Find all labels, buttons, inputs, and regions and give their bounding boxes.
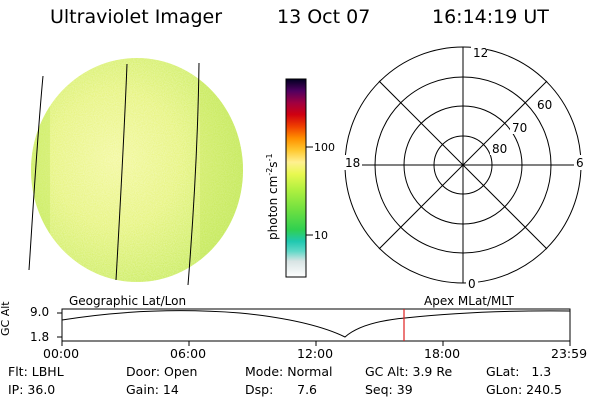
mlt-label-18: 18	[345, 156, 360, 170]
filter-info: Flt: LBHL	[8, 364, 64, 379]
colorbar-units-label: photon cm-2s-1	[265, 153, 280, 240]
time-tick-1200: 12:00	[297, 346, 334, 361]
altitude-curve	[61, 310, 571, 338]
seq-info: Seq: 39	[365, 382, 413, 397]
time-tick-1800: 18:00	[424, 346, 461, 361]
mode-info: Mode: Normal	[245, 364, 333, 379]
gc-alt-info: GC Alt: 3.9 Re	[365, 364, 453, 379]
earth-disk-image	[28, 58, 243, 286]
time-tick-0000: 00:00	[43, 346, 80, 361]
mlat-label-60: 60	[537, 98, 552, 112]
geo-longitude-line	[115, 63, 128, 281]
mlt-label-12: 12	[473, 46, 488, 60]
polar-grid	[344, 46, 582, 284]
image-date: 13 Oct 07	[277, 6, 371, 28]
alt-axis-min: 1.8	[30, 330, 50, 344]
door-info: Door: Open	[126, 364, 198, 379]
geo-longitude-line	[187, 62, 200, 286]
colorbar-tick-label: 10	[314, 229, 328, 242]
glon-info: GLon: 240.5	[486, 382, 562, 397]
mlat-label-70: 70	[512, 121, 527, 135]
apex-grid-label: Apex MLat/MLT	[424, 294, 514, 308]
alt-axis-max: 9.0	[30, 305, 50, 319]
mlt-label-6: 6	[576, 156, 584, 170]
mlat-label-80: 80	[492, 142, 507, 156]
gc-alt-axis-label: GC Alt	[0, 301, 12, 336]
ip-info: IP: 36.0	[8, 382, 56, 397]
dsp-info: Dsp: 7.6	[245, 382, 318, 397]
time-tick-2359: 23:59	[551, 346, 588, 361]
image-time: 16:14:19 UT	[432, 6, 549, 28]
glat-info: GLat: 1.3	[486, 364, 552, 379]
gain-info: Gain: 14	[126, 382, 179, 397]
geographic-grid-label: Geographic Lat/Lon	[69, 294, 187, 308]
colorbar-tick-label: 100	[314, 141, 335, 154]
mlt-label-0: 0	[468, 277, 476, 291]
color-scale-bar: 100 10 photon cm-2s-1	[265, 78, 335, 278]
geo-longitude-line	[28, 75, 44, 271]
altitude-strip-chart	[57, 308, 571, 346]
instrument-title: Ultraviolet Imager	[50, 6, 223, 28]
time-tick-0600: 06:00	[170, 346, 207, 361]
